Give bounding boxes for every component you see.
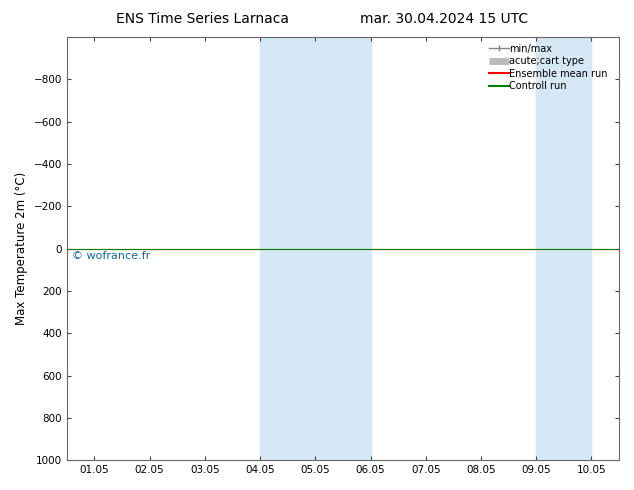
Text: mar. 30.04.2024 15 UTC: mar. 30.04.2024 15 UTC <box>359 12 528 26</box>
Y-axis label: Max Temperature 2m (°C): Max Temperature 2m (°C) <box>15 172 28 325</box>
Legend: min/max, acute;cart type, Ensemble mean run, Controll run: min/max, acute;cart type, Ensemble mean … <box>486 40 616 95</box>
Text: © wofrance.fr: © wofrance.fr <box>72 251 150 261</box>
Text: ENS Time Series Larnaca: ENS Time Series Larnaca <box>117 12 289 26</box>
Bar <box>536 37 592 460</box>
Bar <box>260 37 315 460</box>
Bar <box>315 37 370 460</box>
